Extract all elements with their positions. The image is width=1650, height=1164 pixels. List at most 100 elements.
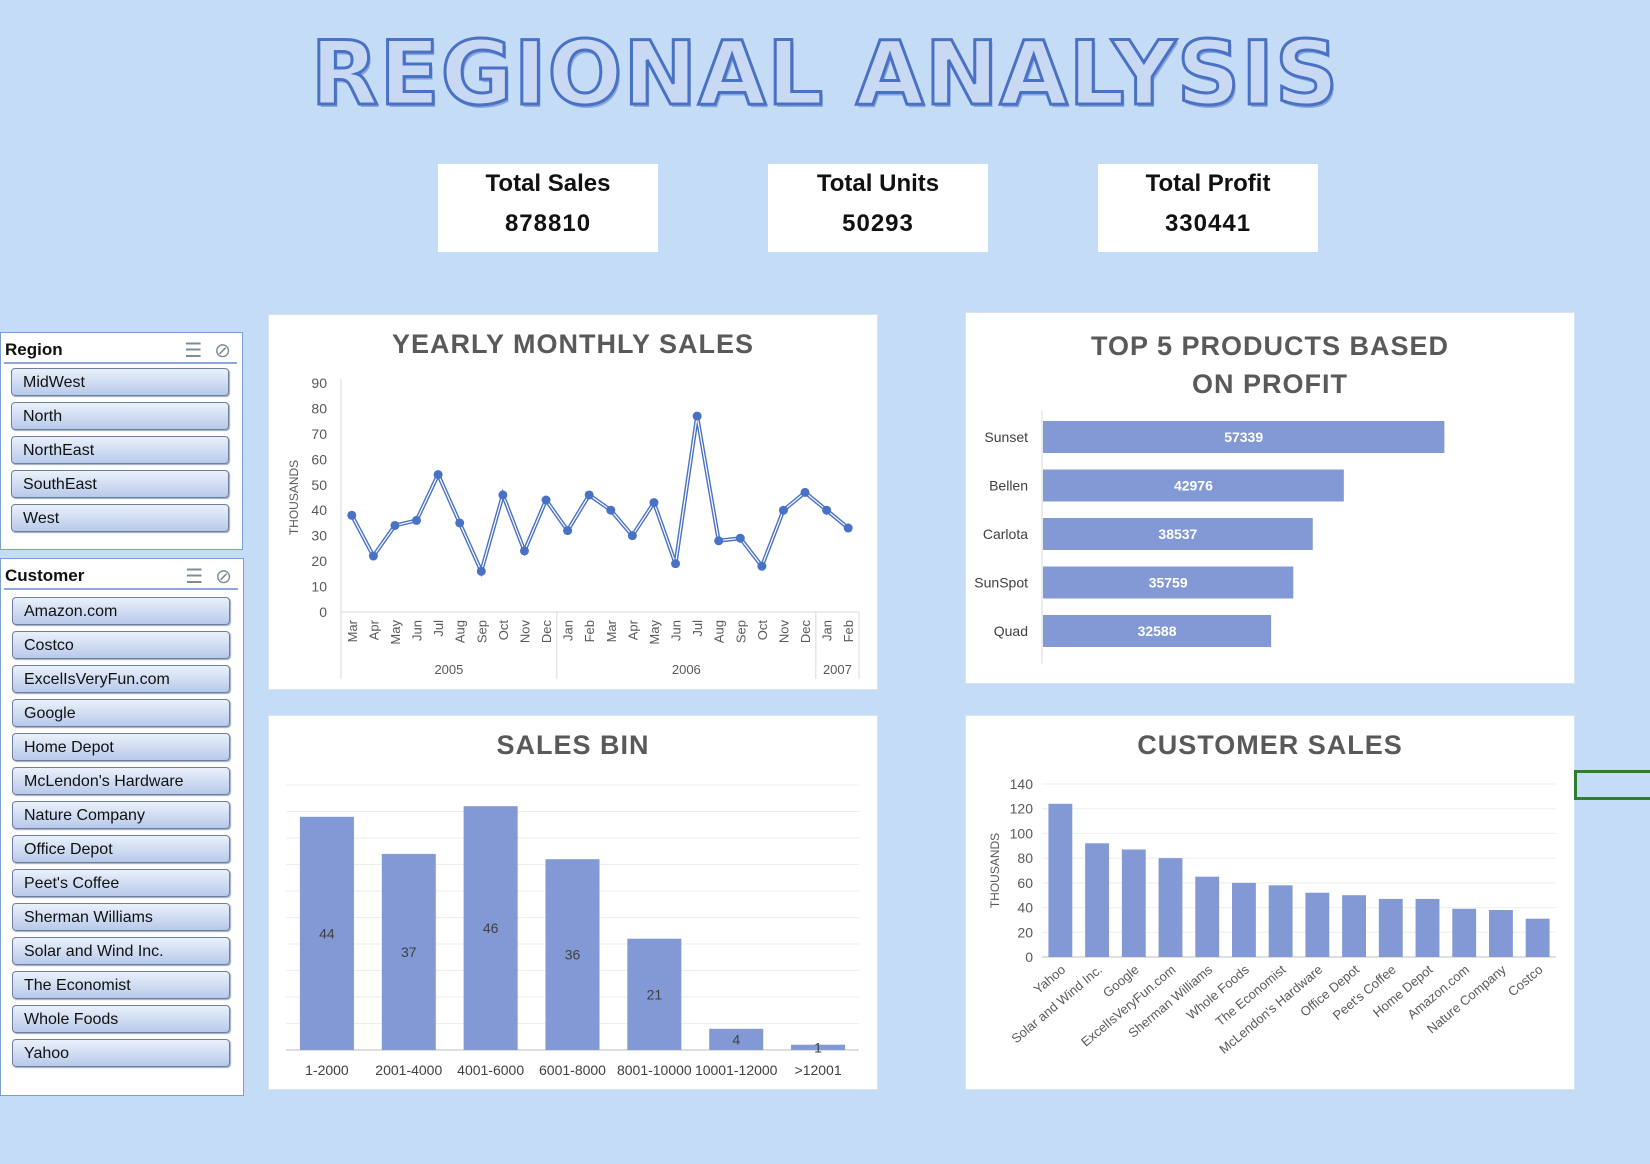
data-point [800,487,810,497]
bar [1043,518,1313,550]
kpi-label: Total Profit [1145,170,1271,197]
slicer-title: Customer [5,566,85,585]
data-label: 44 [319,925,335,941]
slicer-item-northeast[interactable]: NorthEast [11,436,229,464]
series-line [350,415,850,578]
slicer-header: Customer ☰ ⊘ [4,562,238,590]
slicer-item-costco[interactable]: Costco [12,631,230,659]
data-label: 36 [565,947,581,963]
x-tick-label: Aug [453,620,468,643]
multi-select-icon[interactable]: ☰ [184,340,203,362]
bar [1452,908,1477,957]
slicer-item-the-economist[interactable]: The Economist [12,971,230,999]
data-point [671,559,681,569]
data-point [822,505,832,515]
sales-bin-card[interactable]: SALES BIN 44 1-2000 37 2001-4000 46 4001-6000… [268,715,878,1090]
slicer-item-whole-foods[interactable]: Whole Foods [12,1005,230,1033]
data-label: 1 [814,1039,822,1055]
kpi-label: Total Sales [485,170,611,197]
chart-title: YEARLY MONTHLY SALES [391,329,755,359]
bar [1043,615,1272,647]
slicer-item-yahoo[interactable]: Yahoo [12,1039,230,1067]
slicer-title: Region [5,340,63,359]
multi-select-icon[interactable]: ☰ [185,566,204,588]
group-label: 2006 [672,662,701,677]
category-label: 4001-6000 [457,1062,524,1078]
x-tick-label: Jun [410,620,425,641]
bar [1342,895,1367,957]
x-tick-label: Jan [820,620,835,641]
data-label: 42976 [1174,478,1213,494]
data-label: 46 [483,920,499,936]
category-label: Bellen [989,478,1028,494]
data-point [714,536,724,546]
x-tick-label: Jun [669,620,684,641]
monthly-sales-chart: THOUSANDS 0 10 20 30 40 50 60 70 80 90 Mar Apr May Jun… [287,375,860,679]
x-tick-label: Jan [561,620,576,641]
slicer-item-nature-company[interactable]: Nature Company [12,801,230,829]
slicer-item-google[interactable]: Google [12,699,230,727]
kpi-label: Total Units [816,170,940,197]
data-label: 32588 [1138,623,1177,639]
slicer-item-peets-coffee[interactable]: Peet's Coffee [12,869,230,897]
clear-filter-icon[interactable]: ⊘ [215,566,232,588]
data-point [778,505,788,515]
sales-bin-chart: 44 1-2000 37 2001-4000 46 4001-6000 36 6001-800… [286,784,859,1078]
x-tick-label: Mar [604,619,619,642]
bar [1085,843,1110,957]
x-tick-label: Nov [517,620,532,644]
chart-title: CUSTOMER SALES [1137,730,1403,760]
dashboard-title: REGIONAL ANALYSIS [309,21,1340,127]
y-tick-label: 50 [311,477,327,493]
slicer-item-solar-and-wind[interactable]: Solar and Wind Inc. [12,937,230,965]
bar [1305,892,1330,957]
slicer-item-excelisveryfun[interactable]: ExcelIsVeryFun.com [12,665,230,693]
y-tick-label: 0 [319,604,327,620]
bar [627,938,682,1050]
kpi-total-units: Total Units 50293 [768,164,988,252]
slicer-item-north[interactable]: North [11,402,229,430]
y-tick-label: 40 [311,502,327,518]
x-tick-label: Aug [712,620,727,643]
top5-products-card[interactable]: TOP 5 PRODUCTS BASED ON PROFIT 57339 Suns… [965,312,1575,684]
data-label: 57339 [1224,429,1263,445]
data-label: 21 [647,986,663,1002]
y-tick-label: 0 [1025,949,1033,965]
data-point [757,561,767,571]
x-tick-label: Oct [496,620,511,641]
y-tick-label: 20 [311,553,327,569]
bar [1378,898,1403,957]
slicer-header: Region ☰ ⊘ [4,336,237,364]
y-tick-label: 40 [1017,900,1033,916]
customer-slicer: Customer ☰ ⊘ Amazon.com Costco ExcelIsVer… [0,558,244,1096]
slicer-item-amazon[interactable]: Amazon.com [12,597,230,625]
bar [1043,421,1445,453]
slicer-item-mclendons-hardware[interactable]: McLendon's Hardware [12,767,230,795]
monthly-sales-card[interactable]: YEARLY MONTHLY SALES THOUSANDS 0 10 20 30 40 5… [268,314,878,690]
customer-sales-card[interactable]: CUSTOMER SALES THOUSANDS 0 20 40 60 80 100 120 1… [965,715,1575,1090]
kpi-value: 330441 [1164,210,1252,237]
cell-selection-border [1574,770,1650,800]
group-label: 2007 [823,662,852,677]
slicer-item-office-depot[interactable]: Office Depot [12,835,230,863]
category-label: 2001-4000 [375,1062,442,1078]
clear-filter-icon[interactable]: ⊘ [214,340,231,362]
x-tick-label: Apr [366,619,381,640]
bar [709,1028,764,1050]
bar [1268,885,1293,957]
slicer-item-midwest[interactable]: MidWest [11,368,229,396]
kpi-value: 50293 [842,210,914,237]
data-point [606,505,616,515]
y-tick-label: 30 [311,528,327,544]
slicer-item-west[interactable]: West [11,504,229,532]
slicer-item-sherman-williams[interactable]: Sherman Williams [12,903,230,931]
data-point [563,526,573,536]
x-tick-label: Mar [345,619,360,642]
group-label: 2005 [434,662,463,677]
x-tick-label: Dec [798,620,813,644]
x-tick-label: Oct [755,620,770,641]
data-point [498,490,508,500]
slicer-item-southeast[interactable]: SouthEast [11,470,229,498]
y-tick-label: 120 [1010,801,1034,817]
slicer-item-home-depot[interactable]: Home Depot [12,733,230,761]
